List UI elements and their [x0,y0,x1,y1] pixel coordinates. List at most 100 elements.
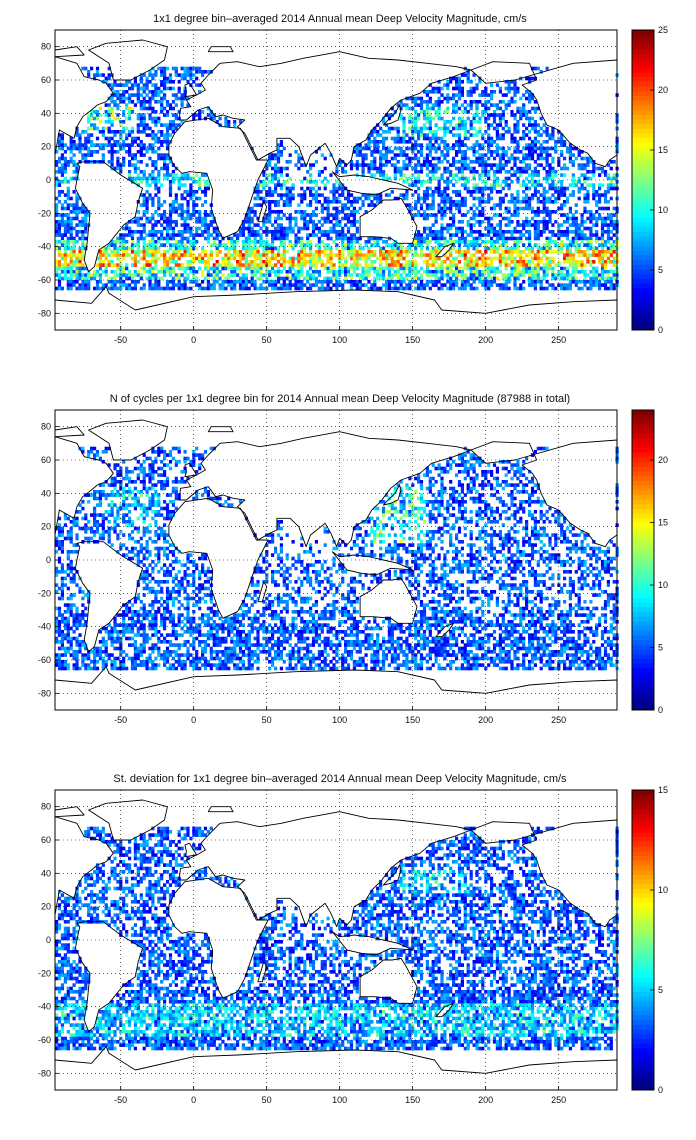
data-cell [507,236,511,241]
data-cell [227,120,231,124]
data-cell [384,243,389,247]
data-cell [183,96,187,101]
data-cell [519,253,523,257]
data-cell [160,216,164,221]
data-cell [183,226,187,231]
data-cell [60,190,64,194]
data-cell [163,163,167,167]
data-cell [136,183,140,187]
data-cell [306,253,310,257]
data-cell [300,280,304,284]
data-cell [542,140,546,144]
data-cell [501,276,505,281]
data-cell [481,133,485,137]
data-cell [256,246,260,251]
data-cell [206,186,210,191]
data-cell [603,200,608,204]
data-cell [414,243,418,247]
data-cell [422,133,427,137]
data-cell [189,280,193,284]
data-cell [431,200,435,204]
data-cell [548,230,552,234]
data-cell [344,213,348,217]
data-cell [183,210,187,214]
data-cell [238,226,243,231]
data-cell [417,150,421,154]
data-cell [460,86,464,91]
data-cell [405,266,409,271]
data-cell [341,263,345,267]
data-cell [271,243,275,247]
data-cell [338,263,342,267]
data-cell [565,230,570,234]
data-cell [300,263,304,267]
data-cell [530,66,535,71]
data-cell [323,253,327,257]
data-cell [352,210,356,214]
data-cell [472,166,476,171]
data-cell [154,193,158,197]
data-cell [557,160,561,164]
data-cell [472,120,476,124]
data-cell [565,200,570,204]
data-cell [288,216,292,221]
data-cell [595,210,599,214]
data-cell [545,270,549,274]
data-cell [414,240,418,244]
data-cell [285,273,289,277]
data-cell [55,196,59,201]
data-cell [128,80,132,84]
data-cell [536,153,540,157]
data-cell [612,183,616,187]
data-cell [481,193,485,197]
data-cell [358,253,362,257]
data-cell [589,260,593,264]
data-cell [449,123,453,127]
data-cell [168,80,173,84]
data-cell [545,146,549,151]
data-cell [446,226,450,231]
data-cell [513,250,517,254]
data-cell [379,193,383,197]
data-cell [528,166,532,171]
data-cell [507,263,511,267]
data-cell [163,83,167,87]
data-cell [469,276,473,281]
data-cell [507,206,511,211]
data-cell [443,153,447,157]
data-cell [574,260,578,264]
data-cell [84,136,88,141]
data-cell [606,183,610,187]
data-cell [314,270,318,274]
data-cell [405,276,409,281]
data-cell [224,260,228,264]
data-cell [60,136,64,141]
data-cell [317,260,321,264]
data-cell [382,270,386,274]
data-cell [370,243,374,247]
data-cell [198,266,202,271]
data-cell [536,123,540,127]
data-cell [148,250,152,254]
data-cell [379,270,383,274]
data-cell [484,200,488,204]
data-cell [165,143,170,147]
data-cell [171,176,175,181]
data-cell [539,210,543,214]
data-cell [154,100,158,104]
data-cell [443,146,447,151]
data-cell [177,186,181,191]
data-cell [358,236,362,241]
data-cell [516,140,520,144]
data-cell [136,93,140,97]
data-cell [551,136,555,141]
data-cell [218,116,222,121]
data-cell [455,190,459,194]
data-cell [122,160,126,164]
data-cell [568,240,572,244]
data-cell [171,236,175,241]
data-cell [390,106,394,111]
data-cell [320,260,324,264]
data-cell [186,73,190,77]
data-cell [361,273,365,277]
